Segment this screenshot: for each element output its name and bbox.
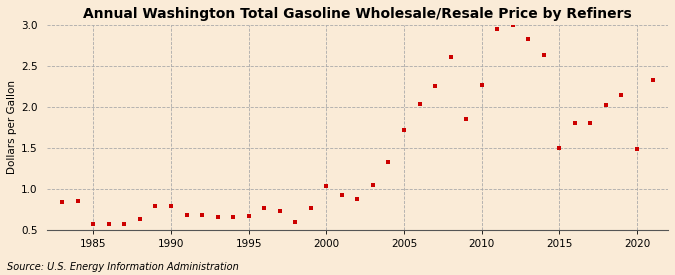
Point [508,23,518,27]
Point [165,204,176,208]
Y-axis label: Dollars per Gallon: Dollars per Gallon [7,80,17,174]
Point [554,146,565,150]
Point [321,183,331,188]
Point [477,82,487,87]
Point [196,213,207,217]
Point [647,78,658,82]
Point [461,117,472,121]
Point [523,37,534,41]
Point [570,121,580,125]
Point [274,209,285,213]
Point [492,27,503,31]
Point [446,55,456,59]
Title: Annual Washington Total Gasoline Wholesale/Resale Price by Refiners: Annual Washington Total Gasoline Wholesa… [83,7,632,21]
Point [181,213,192,217]
Point [88,222,99,226]
Text: Source: U.S. Energy Information Administration: Source: U.S. Energy Information Administ… [7,262,238,272]
Point [72,199,83,203]
Point [336,192,347,197]
Point [399,128,410,132]
Point [243,214,254,218]
Point [119,222,130,226]
Point [383,160,394,164]
Point [150,204,161,208]
Point [259,205,269,210]
Point [134,217,145,221]
Point [305,206,316,211]
Point [539,53,549,57]
Point [290,220,300,225]
Point [585,121,596,125]
Point [414,101,425,106]
Point [57,200,68,204]
Point [103,222,114,226]
Point [632,147,643,151]
Point [212,215,223,220]
Point [227,214,238,219]
Point [430,84,441,89]
Point [368,183,379,187]
Point [616,92,627,97]
Point [601,103,612,108]
Point [352,197,362,202]
